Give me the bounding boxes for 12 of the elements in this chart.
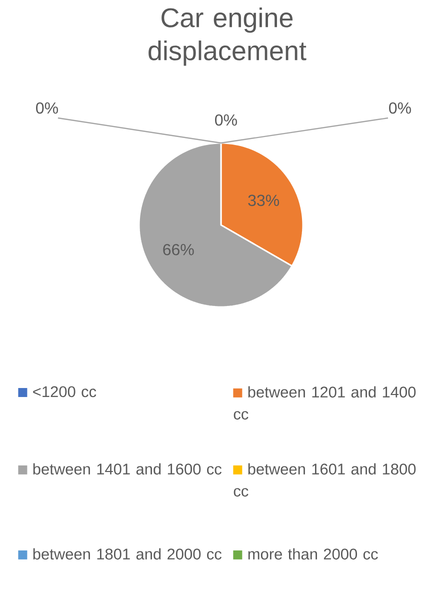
legend-label: between 1801 and 2000 cc bbox=[33, 548, 222, 560]
legend-label: <1200 cc bbox=[33, 386, 96, 398]
legend-label: between 1601 and 1800 cc bbox=[234, 463, 416, 497]
legend-label: between 1201 and 1400 cc bbox=[234, 386, 416, 420]
text: 0% bbox=[36, 102, 58, 114]
data-label: 66% bbox=[163, 244, 194, 256]
data-label: 33% bbox=[248, 194, 280, 206]
chart-title: Car engine displacement bbox=[148, 8, 306, 66]
legend-label: between 1401 and 1600 cc bbox=[33, 463, 222, 475]
legend-label: more than 2000 cc bbox=[248, 548, 378, 560]
text: 0% bbox=[215, 114, 237, 126]
text: 0% bbox=[389, 102, 411, 114]
